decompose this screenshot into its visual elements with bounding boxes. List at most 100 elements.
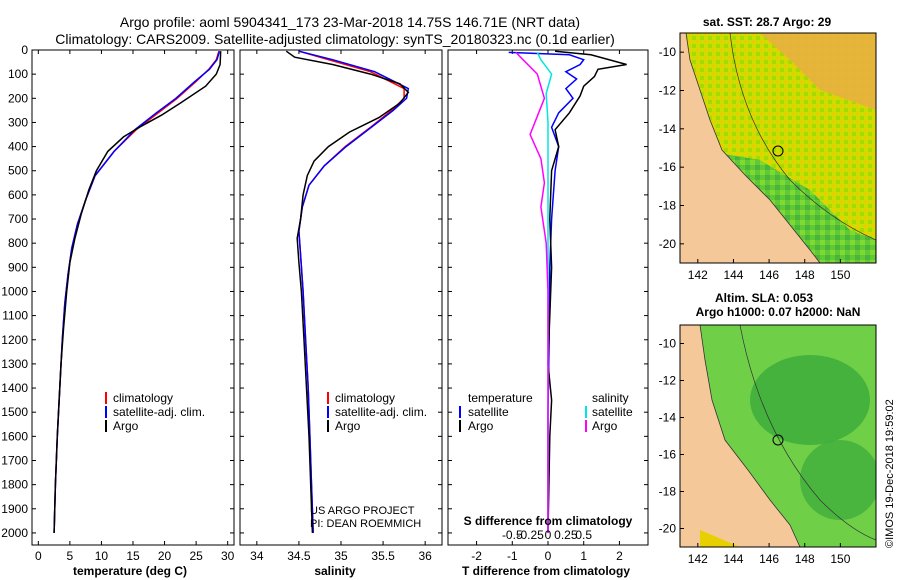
- x-tick-label: 0: [545, 549, 552, 563]
- lat-tick-label: -16: [659, 160, 677, 174]
- depth-ticks: 0 100 200 300 400 500 600 700 800 900 1000 1100 1200…: [1, 43, 234, 540]
- series-line-argo: [285, 50, 410, 533]
- depth-tick-label: 500: [8, 164, 28, 178]
- x-tick-label: 35: [334, 549, 348, 563]
- d-legend-t-argo: Argo: [468, 419, 494, 433]
- d-legend-s-satellite: satellite: [592, 405, 633, 419]
- series-line-satellite-adj-clim-: [53, 50, 221, 533]
- d-legend-t-satellite-swatch: [459, 406, 461, 418]
- lon-tick-label: 142: [688, 552, 708, 566]
- d-legend-t-satellite: satellite: [468, 405, 509, 419]
- salinity-legend: climatology satellite-adj. clim. Argo: [327, 391, 427, 433]
- x-tick-label: 1: [580, 549, 587, 563]
- depth-tick-label: 1800: [1, 478, 28, 492]
- depth-tick-label: 400: [8, 140, 28, 154]
- legend-argo-swatch: [105, 420, 107, 432]
- lat-tick-label: -20: [659, 522, 677, 536]
- d-legend-t-argo-swatch: [459, 420, 461, 432]
- lon-tick-label: 148: [795, 552, 815, 566]
- x-tick-label: 36: [418, 549, 432, 563]
- salinity-ticks: 34 34.5 35 35.5 36: [250, 50, 432, 563]
- depth-tick-label: 600: [8, 188, 28, 202]
- lat-tick-label: -12: [659, 84, 677, 98]
- temperature-legend: climatology satellite-adj. clim. Argo: [105, 391, 205, 433]
- s-difference-ticks: -0.5-0.25 0 0.250.5: [502, 528, 592, 542]
- depth-tick-label: 1900: [1, 502, 28, 516]
- lon-tick-label: 146: [759, 268, 779, 282]
- lat-tick-label: -12: [659, 374, 677, 388]
- depth-tick-label: 100: [8, 67, 28, 81]
- x-tick-label: 34: [250, 549, 264, 563]
- lat-tick-label: -14: [659, 122, 677, 136]
- title-line2: Climatology: CARS2009. Satellite-adjuste…: [55, 31, 615, 47]
- series-line-t-satellite: [508, 51, 585, 533]
- depth-tick-label: 1100: [2, 309, 28, 323]
- lat-tick-label: -10: [659, 337, 677, 351]
- difference-legend: temperature satellite Argo salinity sate…: [459, 391, 633, 433]
- s-tick-label: -0.25: [516, 528, 544, 542]
- s-difference-label: S difference from climatology: [464, 514, 633, 528]
- sst-land: [680, 33, 820, 263]
- salinity-lines: [285, 50, 410, 533]
- temperature-xlabel: temperature (deg C): [73, 564, 187, 578]
- s-tick-label: 0: [545, 528, 552, 542]
- s-tick-label: 0.5: [575, 528, 592, 542]
- sst-map: sat. SST: 28.7 Argo: 29 -1: [659, 15, 877, 282]
- depth-tick-label: 700: [8, 212, 28, 226]
- s-legend-climatology: climatology: [335, 391, 395, 405]
- d-legend-s-argo: Argo: [592, 419, 618, 433]
- sst-lon-ticks: 142 144 146 148 150: [688, 259, 851, 282]
- lon-tick-label: 146: [759, 552, 779, 566]
- x-tick-label: -1: [507, 549, 518, 563]
- depth-tick-label: 1600: [1, 429, 28, 443]
- salinity-panel: 34 34.5 35 35.5 36 salinity climatology sate…: [239, 49, 443, 578]
- lat-tick-label: -16: [659, 448, 677, 462]
- s-legend-satellite-swatch: [327, 406, 329, 418]
- series-line-argo: [53, 51, 222, 533]
- x-tick-label: 35.5: [371, 549, 395, 563]
- depth-tick-label: 1400: [1, 381, 28, 395]
- x-tick-label: 34.5: [287, 549, 311, 563]
- depth-tick-label: 1200: [1, 333, 28, 347]
- difference-lines: [508, 50, 627, 533]
- legend-satellite-swatch: [105, 406, 107, 418]
- lon-tick-label: 142: [688, 268, 708, 282]
- series-line-satellite-adj-clim-: [298, 50, 410, 533]
- salinity-axes: [239, 49, 443, 546]
- lon-tick-label: 144: [723, 268, 743, 282]
- pi-text: PI: DEAN ROEMMICH: [310, 518, 421, 530]
- sla-title-2: Argo h1000: 0.07 h2000: NaN: [696, 305, 861, 319]
- legend-climatology-swatch: [105, 392, 107, 404]
- x-tick-label: 10: [95, 549, 109, 563]
- sst-map-title: sat. SST: 28.7 Argo: 29: [703, 15, 832, 29]
- depth-tick-label: 200: [8, 91, 28, 105]
- sst-argo-marker: [772, 145, 784, 157]
- depth-tick-label: 1500: [1, 405, 28, 419]
- lon-tick-label: 150: [830, 268, 850, 282]
- x-tick-label: 30: [221, 549, 235, 563]
- legend-satellite: satellite-adj. clim.: [113, 405, 205, 419]
- legend-salinity-title: salinity: [592, 391, 629, 405]
- sla-map-frame: [679, 324, 877, 548]
- s-tick-label: -0.5: [502, 528, 523, 542]
- sst-map-frame: [679, 32, 877, 264]
- lat-tick-label: -18: [659, 485, 677, 499]
- d-legend-s-satellite-swatch: [585, 406, 587, 418]
- lat-tick-label: -18: [659, 199, 677, 213]
- depth-tick-label: 1700: [1, 453, 28, 467]
- lat-tick-label: -14: [659, 411, 677, 425]
- lon-tick-label: 150: [830, 552, 850, 566]
- sla-argo-marker: [772, 434, 784, 446]
- x-tick-label: 0: [35, 549, 42, 563]
- x-tick-label: 5: [67, 549, 74, 563]
- salinity-yticks: [240, 49, 442, 534]
- lat-tick-label: -20: [659, 237, 677, 251]
- legend-argo: Argo: [113, 419, 139, 433]
- series-line-s-argo: [515, 51, 549, 533]
- lat-tick-label: -10: [659, 45, 677, 59]
- depth-tick-label: 900: [8, 260, 28, 274]
- credit-text: ©IMOS 19-Dec-2018 19:59:02: [884, 399, 896, 548]
- x-tick-label: 20: [158, 549, 172, 563]
- series-line-climatology: [298, 50, 405, 533]
- d-legend-s-argo-swatch: [585, 420, 587, 432]
